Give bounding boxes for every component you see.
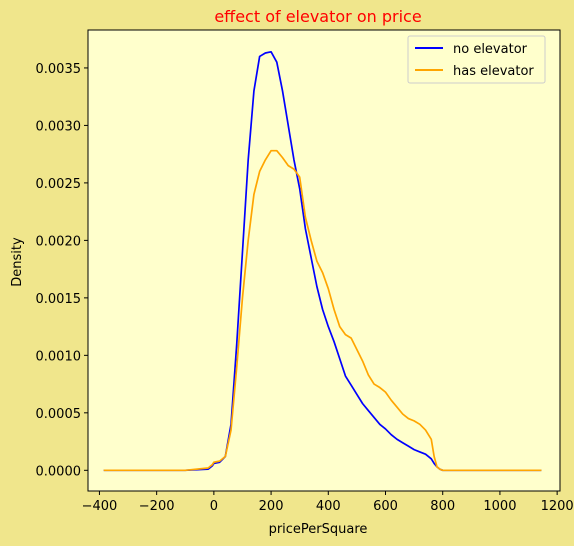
y-axis: 0.0000 0.0005 0.0010 0.0015 0.0020 0.0025 0.00… [36,62,88,479]
y-tick-label: 0.0025 [36,177,82,192]
y-tick-label: 0.0020 [36,234,82,249]
x-tick-label: 400 [316,499,341,514]
x-tick-label: −400 [82,499,118,514]
series-line-no-elevator [103,50,542,472]
x-axis-label: pricePerSquare [269,522,368,537]
y-tick-label: 0.0030 [36,119,82,134]
series-line-has-elevator [103,149,542,472]
legend: no elevator has elevator [407,35,546,84]
y-tick-label: 0.0035 [36,62,82,77]
x-tick-label: 1200 [541,499,574,514]
y-tick-label: 0.0010 [36,349,82,364]
y-tick-label: 0.0015 [36,292,82,307]
x-tick-label: 1000 [483,499,516,514]
series-layer [103,50,542,472]
x-axis: −400 −200 0 200 400 600 800 1000 1200 [82,491,574,514]
chart-title: effect of elevator on price [214,7,421,26]
y-tick-label: 0.0005 [36,407,82,422]
y-axis-label: Density [10,237,25,287]
x-tick-label: −200 [139,499,175,514]
plot-frame [87,29,561,492]
y-tick-label: 0.0000 [36,464,82,479]
x-tick-label: 0 [210,499,218,514]
plot-area [88,30,560,491]
legend-label-no-elevator: no elevator [453,42,528,57]
legend-label-has-elevator: has elevator [453,64,534,79]
x-tick-label: 600 [373,499,398,514]
x-tick-label: 200 [259,499,284,514]
x-tick-label: 800 [430,499,455,514]
